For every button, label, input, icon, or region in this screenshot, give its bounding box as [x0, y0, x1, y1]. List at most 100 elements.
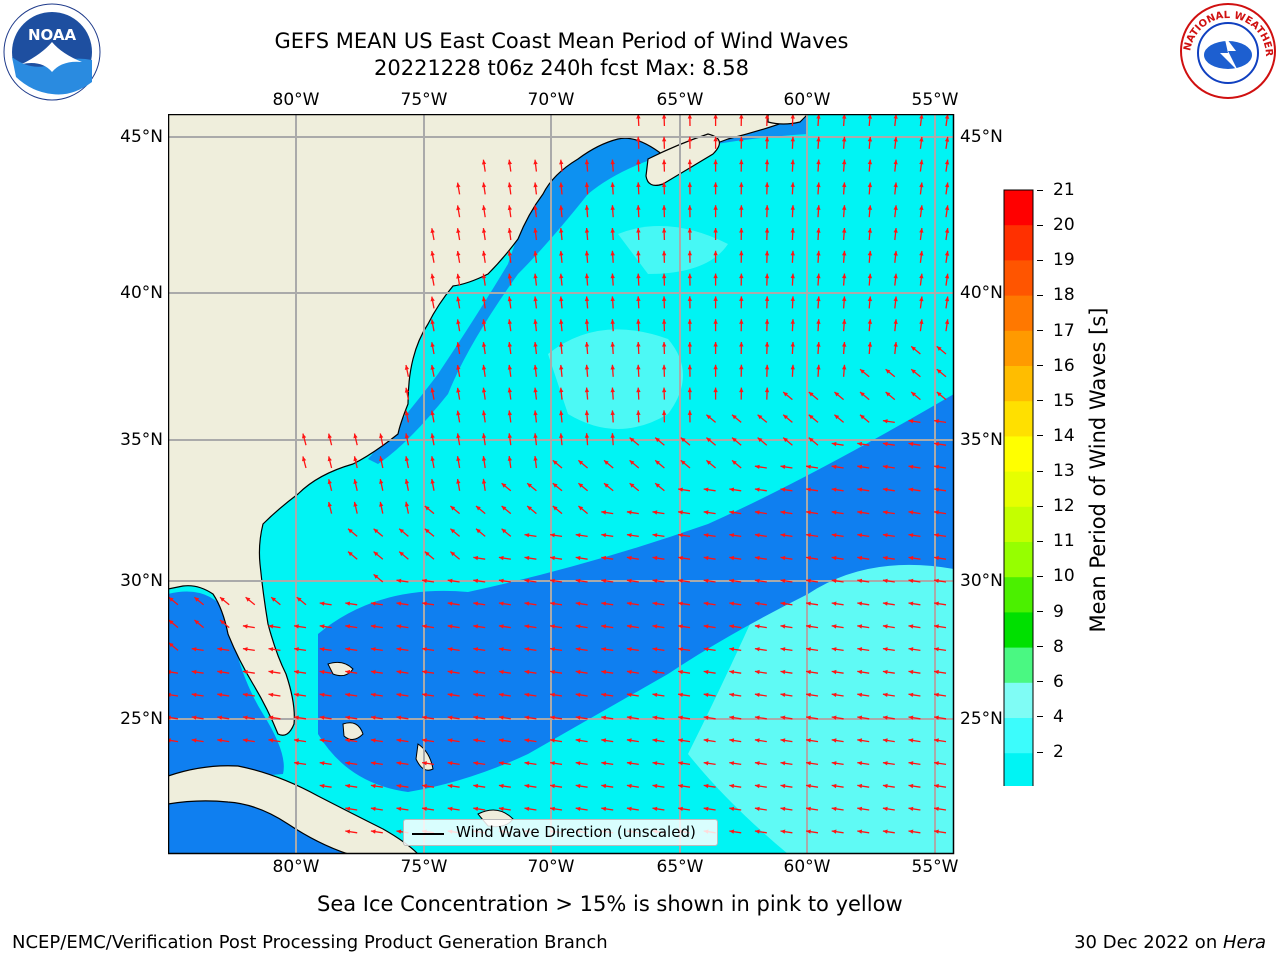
wind-wave-arrow	[168, 619, 179, 629]
wind-wave-arrow	[754, 669, 767, 675]
wind-wave-arrow	[806, 647, 819, 652]
wind-wave-arrow	[831, 783, 844, 789]
wind-wave-arrow	[857, 441, 870, 447]
wind-wave-arrow	[919, 182, 924, 195]
wind-wave-arrow	[893, 182, 898, 195]
wind-wave-arrow	[652, 715, 665, 720]
wind-wave-arrow	[550, 578, 563, 583]
wind-wave-arrow	[507, 205, 512, 218]
wind-wave-arrow	[396, 624, 409, 629]
wind-wave-arrow	[347, 551, 358, 560]
wind-wave-arrow	[481, 387, 487, 400]
wind-wave-arrow	[396, 783, 409, 789]
wind-wave-arrow	[498, 601, 511, 606]
wind-wave-arrow	[345, 738, 358, 743]
colorbar-tick	[1037, 646, 1043, 648]
wind-wave-arrow	[908, 578, 921, 583]
wind-wave-arrow	[636, 227, 641, 241]
wind-wave-arrow	[780, 647, 793, 652]
wind-wave-arrow	[422, 783, 435, 789]
wind-wave-arrow	[601, 761, 614, 766]
wind-wave-arrow	[636, 410, 641, 423]
wind-wave-arrow	[687, 114, 692, 127]
wind-wave-arrow	[739, 227, 744, 241]
wind-wave-arrow	[370, 761, 383, 766]
wind-wave-arrow	[473, 738, 486, 743]
wind-wave-arrow	[294, 761, 307, 766]
lon-tick-label-bottom: 70°W	[527, 857, 575, 877]
wind-wave-arrow	[739, 296, 744, 309]
wind-wave-arrow	[944, 319, 950, 332]
wind-wave-arrow	[396, 578, 409, 583]
wind-wave-arrow	[636, 273, 641, 286]
wind-wave-arrow	[687, 136, 692, 149]
footer-date: 30 Dec 2022 on	[1074, 932, 1223, 953]
lat-tick-label-right: 40°N	[960, 283, 1003, 303]
wind-wave-arrow	[857, 692, 870, 697]
wind-wave-arrow	[533, 342, 538, 355]
wind-wave-arrow	[524, 761, 537, 766]
wind-wave-arrow	[430, 364, 435, 377]
wind-wave-arrow	[703, 783, 716, 789]
wind-wave-arrow	[294, 715, 307, 720]
wind-wave-arrow	[729, 510, 742, 515]
wind-wave-arrow	[882, 761, 895, 766]
wind-wave-arrow	[703, 624, 716, 629]
wind-wave-arrow	[422, 806, 435, 811]
wind-wave-arrow	[270, 596, 281, 606]
wind-wave-arrow	[636, 319, 641, 332]
wind-wave-arrow	[654, 437, 665, 446]
wind-wave-arrow	[524, 715, 537, 720]
wind-wave-arrow	[456, 205, 461, 218]
wind-wave-arrow	[857, 624, 870, 629]
lat-tick-label-right: 30°N	[960, 571, 1003, 591]
wind-wave-arrow	[498, 647, 511, 652]
wind-wave-arrow	[379, 478, 384, 491]
wind-wave-arrow	[319, 624, 332, 629]
wind-wave-arrow	[575, 692, 588, 697]
wind-wave-arrow	[559, 182, 564, 195]
lat-tick-label-right: 35°N	[960, 430, 1003, 450]
wind-wave-arrow	[559, 228, 564, 241]
wind-wave-arrow	[831, 715, 844, 720]
wind-wave-arrow	[678, 533, 691, 538]
wind-wave-arrow	[626, 669, 639, 675]
wind-wave-arrow	[703, 669, 716, 675]
wind-wave-arrow	[552, 482, 563, 492]
wind-wave-arrow	[934, 487, 947, 492]
wind-wave-arrow	[294, 738, 307, 743]
wind-wave-arrow	[396, 601, 409, 606]
wind-wave-arrow	[842, 273, 847, 286]
wind-wave-arrow	[456, 250, 461, 263]
wind-wave-arrow	[908, 464, 921, 469]
wind-wave-arrow	[456, 410, 461, 423]
wind-wave-arrow	[816, 341, 821, 355]
colorbar-label: Mean Period of Wind Waves [s]	[1086, 307, 1110, 633]
wind-wave-arrow	[217, 669, 230, 675]
wind-wave-arrow	[739, 387, 744, 400]
wind-wave-arrow	[806, 829, 819, 834]
wind-wave-arrow	[422, 669, 435, 675]
wind-wave-arrow	[808, 391, 819, 401]
wind-wave-arrow	[739, 341, 744, 355]
wind-wave-arrow	[806, 715, 819, 720]
wind-wave-arrow	[456, 296, 461, 309]
wind-wave-arrow	[430, 456, 435, 469]
wind-wave-arrow	[268, 647, 281, 652]
wind-wave-arrow	[703, 510, 716, 515]
wind-wave-arrow	[601, 692, 614, 697]
wind-wave-arrow	[806, 510, 819, 515]
wind-wave-arrow	[882, 419, 895, 424]
colorbar-tick	[1037, 575, 1043, 577]
wind-wave-arrow	[703, 555, 716, 561]
wind-wave-arrow	[626, 783, 639, 789]
wind-wave-arrow	[396, 647, 409, 652]
colorbar-segment	[1004, 542, 1033, 578]
wind-wave-arrow	[662, 410, 667, 423]
wind-wave-arrow	[867, 205, 873, 218]
wind-wave-arrow	[857, 829, 870, 834]
wind-wave-arrow	[601, 783, 614, 789]
wind-wave-arrow	[908, 647, 921, 652]
wind-wave-arrow	[790, 273, 795, 286]
wind-wave-arrow	[806, 783, 819, 789]
